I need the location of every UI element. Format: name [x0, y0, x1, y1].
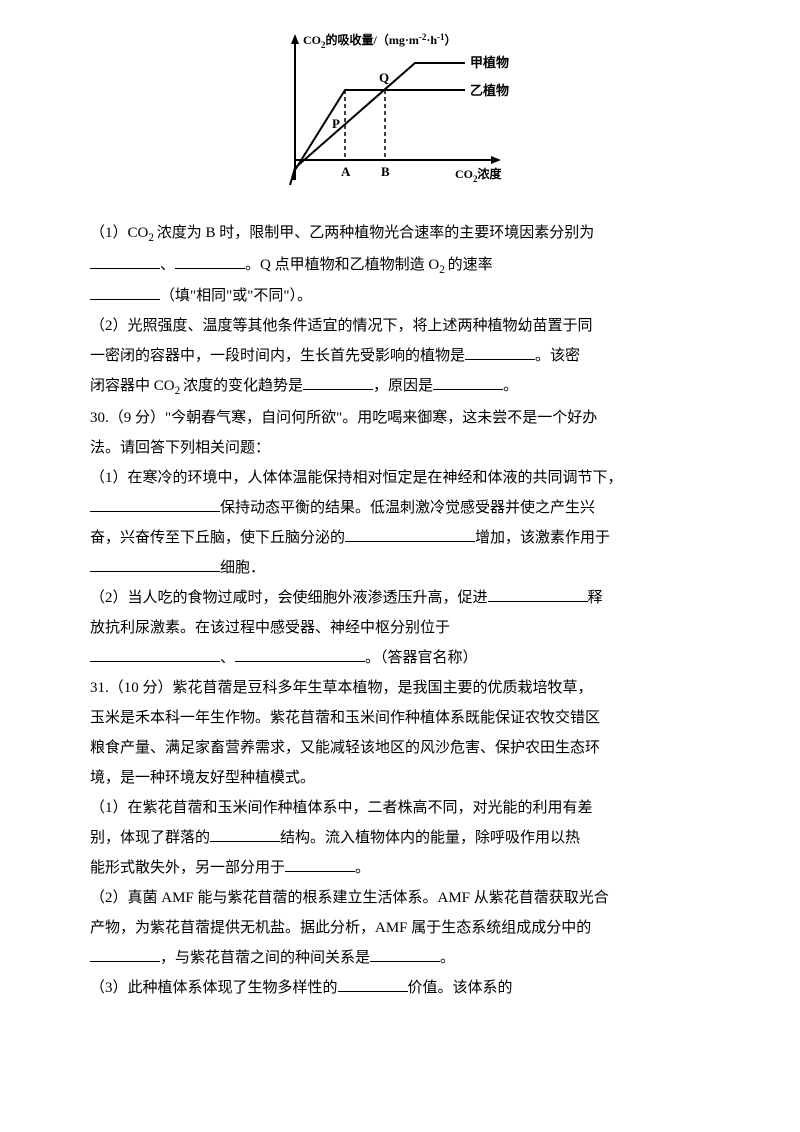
q31-p2-l1: （2）真菌 AMF 能与紫花苜蓿的根系建立生活体系。AMF 从紫花苜蓿获取光合 — [90, 883, 710, 913]
blank-field — [465, 345, 535, 360]
blank-field — [90, 285, 160, 300]
blank-field — [345, 527, 475, 542]
q1-line1: （1）CO2 浓度为 B 时，限制甲、乙两种植物光合速率的主要环境因素分别为 — [90, 218, 710, 250]
q31-p2-l2: 产物，为紫花苜蓿提供无机盐。据此分析，AMF 属于生态系统组成成分中的 — [90, 913, 710, 943]
q31-p3-l1: （3）此种植体系体现了生物多样性的价值。该体系的 — [90, 973, 710, 1003]
svg-text:P: P — [332, 116, 340, 131]
blank-field — [433, 375, 503, 390]
q1-line2: 、。Q 点甲植物和乙植物制造 O2 的速率 — [90, 250, 710, 282]
photosynthesis-chart: CO2的吸收量/（mg·m-2·h-1） CO2浓度 甲植物 乙植物 P Q A… — [255, 20, 545, 200]
q30-p1-l1: （1）在寒冷的环境中，人体体温能保持相对恒定是在神经和体液的共同调节下， — [90, 463, 710, 493]
blank-field — [210, 827, 280, 842]
blank-field — [90, 647, 220, 662]
blank-field — [488, 587, 588, 602]
q30-header2: 法。请回答下列相关问题： — [90, 433, 710, 463]
svg-text:A: A — [341, 164, 351, 179]
q2-line1: （2）光照强度、温度等其他条件适宜的情况下，将上述两种植物幼苗置于同 — [90, 311, 710, 341]
blank-field — [175, 254, 245, 269]
blank-field — [370, 947, 440, 962]
svg-text:乙植物: 乙植物 — [470, 83, 509, 98]
svg-text:甲植物: 甲植物 — [470, 55, 509, 70]
q31-l4: 境，是一种环境友好型种植模式。 — [90, 763, 710, 793]
q30-p1-l3: 奋，兴奋传至下丘脑，使下丘脑分泌的增加，该激素作用于 — [90, 523, 710, 553]
q31-l3: 粮食产量、满足家畜营养需求，又能减轻该地区的风沙危害、保护农田生态环 — [90, 733, 710, 763]
blank-field — [90, 557, 220, 572]
q2-line3: 闭容器中 CO2 浓度的变化趋势是，原因是。 — [90, 371, 710, 403]
q30-p1-l2: 保持动态平衡的结果。低温刺激冷觉感受器并使之产生兴 — [90, 493, 710, 523]
q31-header: 31.（10 分）紫花苜蓿是豆科多年生草本植物，是我国主要的优质栽培牧草， — [90, 673, 710, 703]
q31-p1-l2: 别，体现了群落的结构。流入植物体内的能量，除呼吸作用以热 — [90, 823, 710, 853]
q31-p1-l3: 能形式散失外，另一部分用于。 — [90, 853, 710, 883]
q30-p2-l3: 、。（答器官名称） — [90, 643, 710, 673]
chart-container: CO2的吸收量/（mg·m-2·h-1） CO2浓度 甲植物 乙植物 P Q A… — [90, 20, 710, 200]
blank-field — [303, 375, 373, 390]
q31-p1-l1: （1）在紫花苜蓿和玉米间作种植体系中，二者株高不同，对光能的利用有差 — [90, 793, 710, 823]
q1-line3: （填"相同"或"不同"）。 — [90, 281, 710, 311]
q30-p1-l4: 细胞． — [90, 553, 710, 583]
svg-text:Q: Q — [379, 70, 389, 85]
q31-l2: 玉米是禾本科一年生作物。紫花苜蓿和玉米间作种植体系既能保证农牧交错区 — [90, 703, 710, 733]
blank-field — [285, 857, 355, 872]
blank-field — [338, 977, 408, 992]
blank-field — [90, 497, 220, 512]
blank-field — [90, 947, 160, 962]
q30-header: 30.（9 分）"今朝春气寒，自问何所欲"。用吃喝来御寒，这未尝不是一个好办 — [90, 403, 710, 433]
svg-text:CO2的吸收量/（mg·m-2·h-1）: CO2的吸收量/（mg·m-2·h-1） — [303, 32, 457, 50]
q30-p2-l2: 放抗利尿激素。在该过程中感受器、神经中枢分别位于 — [90, 613, 710, 643]
svg-text:CO2浓度: CO2浓度 — [455, 166, 503, 184]
svg-text:B: B — [381, 164, 390, 179]
q2-line2: 一密闭的容器中，一段时间内，生长首先受影响的植物是。该密 — [90, 341, 710, 371]
q30-p2-l1: （2）当人吃的食物过咸时，会使细胞外液渗透压升高，促进释 — [90, 583, 710, 613]
blank-field — [90, 254, 160, 269]
q31-p2-l3: ，与紫花苜蓿之间的种间关系是。 — [90, 943, 710, 973]
blank-field — [235, 647, 365, 662]
